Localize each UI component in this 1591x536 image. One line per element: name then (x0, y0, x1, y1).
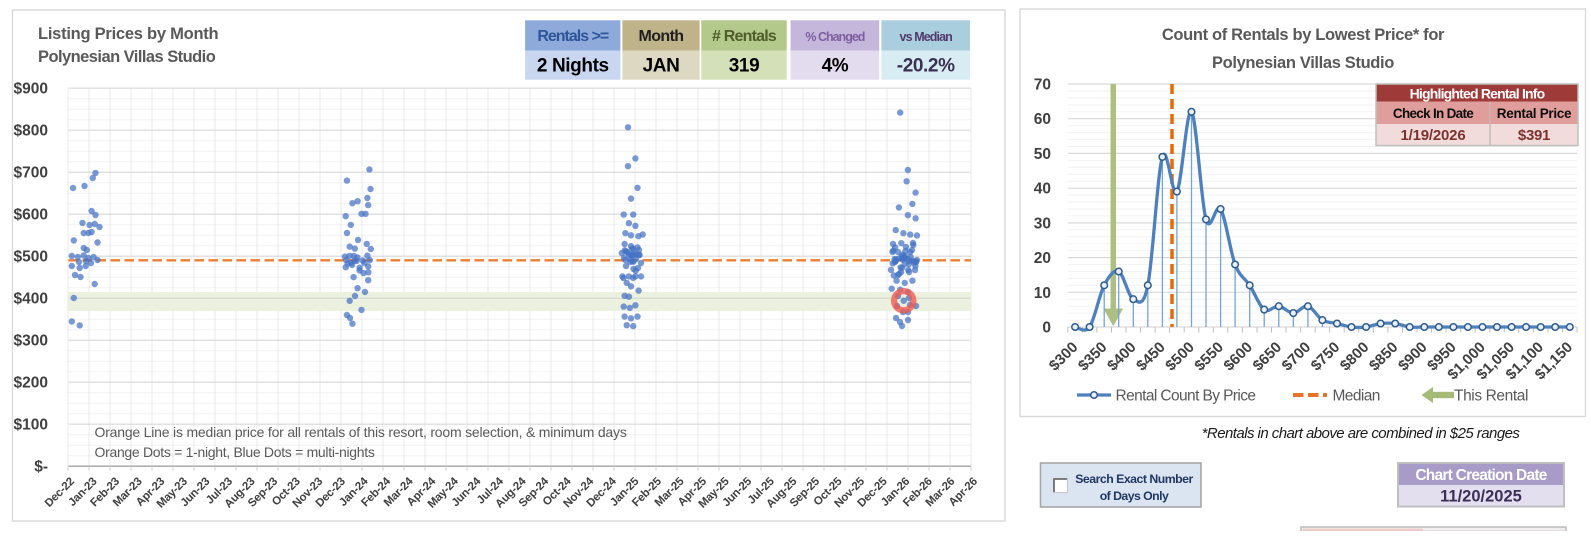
svg-text:JAN: JAN (643, 56, 680, 77)
svg-text:50: 50 (1034, 146, 1051, 163)
svg-text:11/20/2025: 11/20/2025 (1440, 488, 1522, 506)
svg-text:-20.2%: -20.2% (897, 56, 955, 77)
svg-text:$100: $100 (14, 417, 48, 434)
svg-text:20: 20 (1034, 250, 1051, 267)
svg-text:*Rentals in chart above are co: *Rentals in chart above are combined in … (1202, 425, 1521, 442)
svg-text:Orange Line is median price fo: Orange Line is median price for all rent… (95, 424, 627, 440)
svg-text:Month: Month (639, 28, 684, 45)
svg-text:$800: $800 (14, 123, 48, 140)
svg-text:30: 30 (1034, 215, 1051, 232)
svg-text:Chart Creation Date: Chart Creation Date (1415, 467, 1547, 484)
svg-text:# Rentals: # Rentals (712, 28, 777, 45)
svg-text:60: 60 (1034, 111, 1051, 128)
svg-text:40: 40 (1034, 181, 1051, 198)
svg-text:vs Median: vs Median (900, 30, 953, 44)
svg-text:1/19/2026: 1/19/2026 (1401, 127, 1466, 144)
svg-text:$300: $300 (14, 333, 48, 350)
svg-text:$600: $600 (14, 207, 48, 224)
svg-text:Polynesian Villas Studio: Polynesian Villas Studio (38, 48, 216, 66)
svg-text:$391: $391 (1518, 127, 1550, 144)
svg-text:Orange Dots = 1-night, Blue Do: Orange Dots = 1-night, Blue Dots = multi… (95, 444, 375, 460)
svg-text:0: 0 (1042, 320, 1051, 337)
svg-text:Polynesian Villas Studio: Polynesian Villas Studio (1212, 54, 1394, 72)
svg-text:$400: $400 (14, 291, 48, 308)
svg-text:10: 10 (1034, 285, 1051, 302)
svg-text:% Changed: % Changed (805, 30, 864, 44)
svg-text:Rental Price: Rental Price (1497, 106, 1572, 121)
svg-text:$900: $900 (14, 81, 48, 98)
svg-text:Median: Median (1333, 388, 1380, 405)
svg-text:319: 319 (729, 56, 760, 77)
svg-text:4%: 4% (822, 56, 849, 77)
svg-text:Search Exact Number: Search Exact Number (1075, 472, 1193, 486)
svg-text:Check In Date: Check In Date (1393, 106, 1474, 121)
svg-text:Count of Rentals by Lowest Pri: Count of Rentals by Lowest Price* for (1162, 26, 1445, 44)
svg-text:Highlighted Rental Info: Highlighted Rental Info (1410, 86, 1545, 102)
svg-text:of Days Only: of Days Only (1100, 489, 1169, 503)
svg-text:2 Nights: 2 Nights (537, 56, 609, 77)
svg-text:Rentals >=: Rentals >= (537, 28, 609, 45)
svg-text:$200: $200 (14, 375, 48, 392)
svg-text:70: 70 (1034, 77, 1051, 94)
svg-text:Listing Prices by Month: Listing Prices by Month (38, 25, 219, 43)
svg-text:$700: $700 (14, 165, 48, 182)
svg-text:$-: $- (34, 459, 48, 476)
svg-text:This Rental: This Rental (1454, 388, 1528, 405)
svg-text:Rental Count By Price: Rental Count By Price (1116, 388, 1256, 405)
svg-text:$500: $500 (14, 249, 48, 266)
